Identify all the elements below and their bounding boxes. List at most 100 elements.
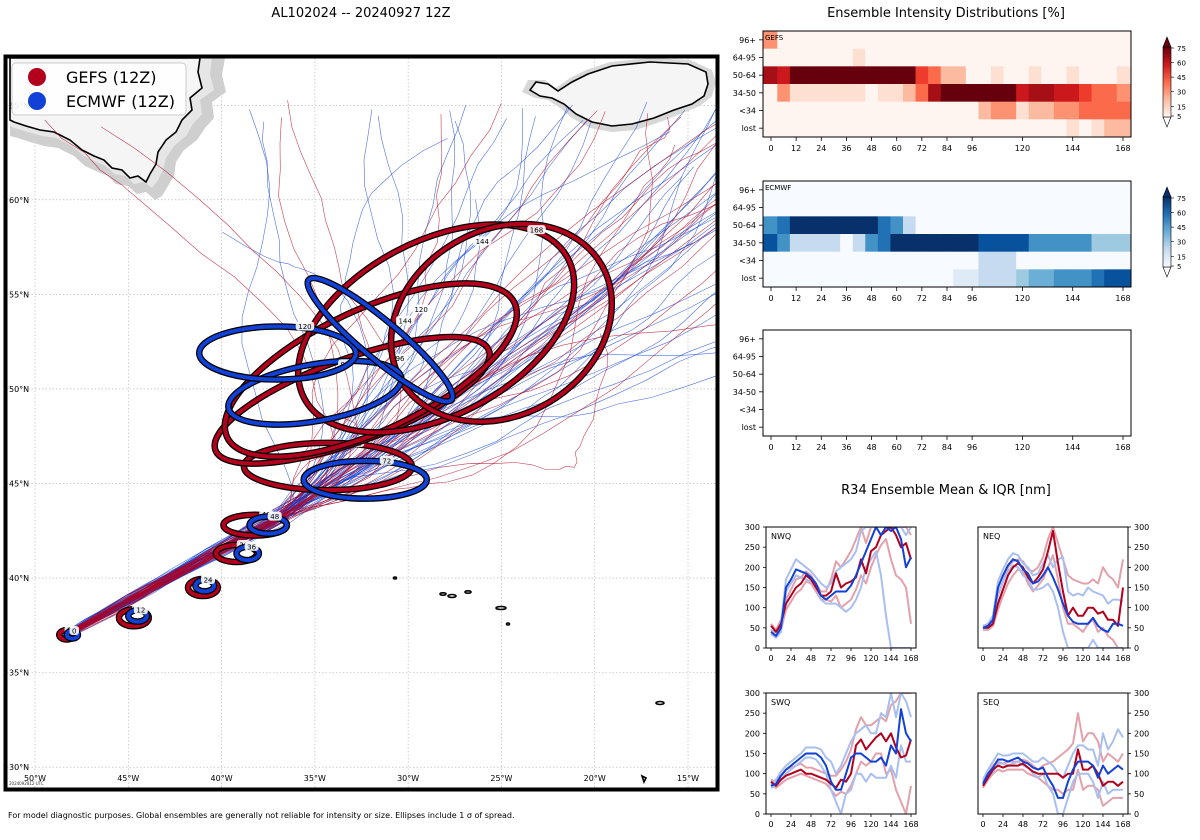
y-tick-label: 200 xyxy=(1134,563,1149,572)
heatmap-cell xyxy=(928,31,942,50)
heatmap-cell xyxy=(1066,181,1080,200)
y-tick-label: 100 xyxy=(1134,770,1149,779)
heatmap-cell xyxy=(1041,251,1055,270)
heatmap-cell xyxy=(827,181,841,200)
forecast-hour-label: 120 xyxy=(414,306,427,314)
legend-box xyxy=(11,62,187,116)
heatmap-cell xyxy=(991,119,1004,138)
series-group xyxy=(982,712,1124,814)
y-tick-label: lost xyxy=(742,423,756,432)
heatmap-cell xyxy=(928,181,942,200)
heatmap-cell xyxy=(965,101,979,120)
x-tick-label: 168 xyxy=(903,820,918,829)
lon-tick-label: 20°W xyxy=(584,774,606,783)
heatmap-cell xyxy=(865,198,879,217)
heatmap-cell xyxy=(1041,66,1055,85)
heatmap-cell xyxy=(953,198,967,217)
heatmap-cell xyxy=(991,216,1004,235)
r34-nwq-panel: 0 24 48 72 96 120 144 168 0 50 100 150 200 250 300 NWQ xyxy=(745,523,919,663)
heatmap-model-label: ECMWF xyxy=(765,184,791,192)
y-tick-label: <34 xyxy=(739,107,756,116)
heatmap-cell xyxy=(928,48,942,67)
heatmap-cell xyxy=(1028,251,1042,270)
lon-tick-label: 40°W xyxy=(211,774,233,783)
heatmap-cell xyxy=(903,269,916,288)
heatmap-cell xyxy=(1066,216,1080,235)
series-line-gefs-mean xyxy=(770,732,912,789)
y-tick-label: 50 xyxy=(750,790,760,799)
heatmap-cell xyxy=(965,251,979,270)
heatmap-cell xyxy=(903,198,916,217)
colorbar-tick-label: 60 xyxy=(1177,210,1186,218)
heatmap-cell xyxy=(802,66,816,85)
heatmap-cell xyxy=(965,31,979,50)
x-tick-label: 24 xyxy=(786,820,796,829)
colorbar-extend-bottom xyxy=(1162,116,1172,128)
heatmap-cell xyxy=(877,251,891,270)
heatmap-cell xyxy=(802,198,816,217)
heatmap-cell xyxy=(877,234,891,253)
ecmwf-intensity-heatmap: 96+ 64-95 50-64 34-50 <34 lost 0 12 24 36 48 60 72 84… xyxy=(733,180,1132,303)
heatmap-cell xyxy=(978,84,992,103)
x-tick-label: 168 xyxy=(903,654,918,663)
y-tick-label: 96+ xyxy=(739,36,756,45)
heatmap-cell xyxy=(1053,181,1067,200)
heatmap-cell xyxy=(940,234,954,253)
spread-ellipse xyxy=(301,458,429,501)
y-tick-label: <34 xyxy=(739,257,756,266)
heatmap-cell xyxy=(991,101,1004,120)
heatmap-cell xyxy=(1041,216,1055,235)
heatmap-cell xyxy=(1091,198,1105,217)
heatmap-cell xyxy=(815,101,828,120)
heatmap-cell xyxy=(877,181,891,200)
x-tick-label: 12 xyxy=(791,144,801,153)
series-line-ecmwf-mean xyxy=(982,756,1124,799)
heatmap-cell xyxy=(1091,269,1105,288)
x-tick-label: 96 xyxy=(1058,654,1068,663)
heatmap-cell xyxy=(877,66,891,85)
heatmap-cell xyxy=(865,216,879,235)
heatmap-cell xyxy=(789,31,803,50)
lon-tick-label: 35°W xyxy=(304,774,326,783)
series-line-ecmwf-mean xyxy=(770,527,912,637)
heatmap-cell xyxy=(903,234,916,253)
x-tick-label: 72 xyxy=(826,820,836,829)
heatmap-cell xyxy=(978,216,992,235)
y-tick-label: 250 xyxy=(745,543,760,552)
forecast-hour-label: 0 xyxy=(72,628,76,636)
heatmap-cell xyxy=(890,251,904,270)
series-group xyxy=(770,527,912,648)
heatmap-cell xyxy=(915,234,929,253)
heatmap-cell xyxy=(928,119,942,138)
heatmap-cell xyxy=(815,31,828,50)
gefs-colorbar: 5 15 30 45 60 75 xyxy=(1162,36,1186,128)
heatmap-cell xyxy=(840,31,854,50)
heatmap-cell xyxy=(777,234,791,253)
series-line-ecmwf-p25 xyxy=(982,760,1123,814)
heatmap-cell xyxy=(1066,84,1080,103)
forecast-hour-label-bg xyxy=(267,511,282,521)
heatmap-cell xyxy=(815,234,828,253)
heatmap-cell xyxy=(1091,234,1105,253)
heatmap-cell xyxy=(1104,269,1118,288)
forecast-hour-label: 48 xyxy=(270,513,279,521)
heatmap-cell xyxy=(915,216,929,235)
colorbar-tick-label: 30 xyxy=(1177,89,1186,97)
heatmap-cell xyxy=(840,84,854,103)
heatmap-cell xyxy=(1079,119,1092,138)
x-tick-label: 36 xyxy=(841,443,851,452)
heatmap-cell xyxy=(802,181,816,200)
heatmap-cell xyxy=(1066,101,1080,120)
heatmap-cell xyxy=(1041,198,1055,217)
heatmap-cell xyxy=(890,119,904,138)
member-track xyxy=(66,123,716,636)
heatmap-cell xyxy=(815,84,828,103)
x-tick-label: 72 xyxy=(917,294,927,303)
heatmap-cell xyxy=(777,269,791,288)
heatmap-cell xyxy=(852,269,866,288)
heatmap-cell xyxy=(953,119,967,138)
y-tick-label: 96+ xyxy=(739,186,756,195)
heatmap-cell xyxy=(991,269,1004,288)
x-tick-label: 144 xyxy=(883,820,898,829)
heatmap-cell xyxy=(928,251,942,270)
